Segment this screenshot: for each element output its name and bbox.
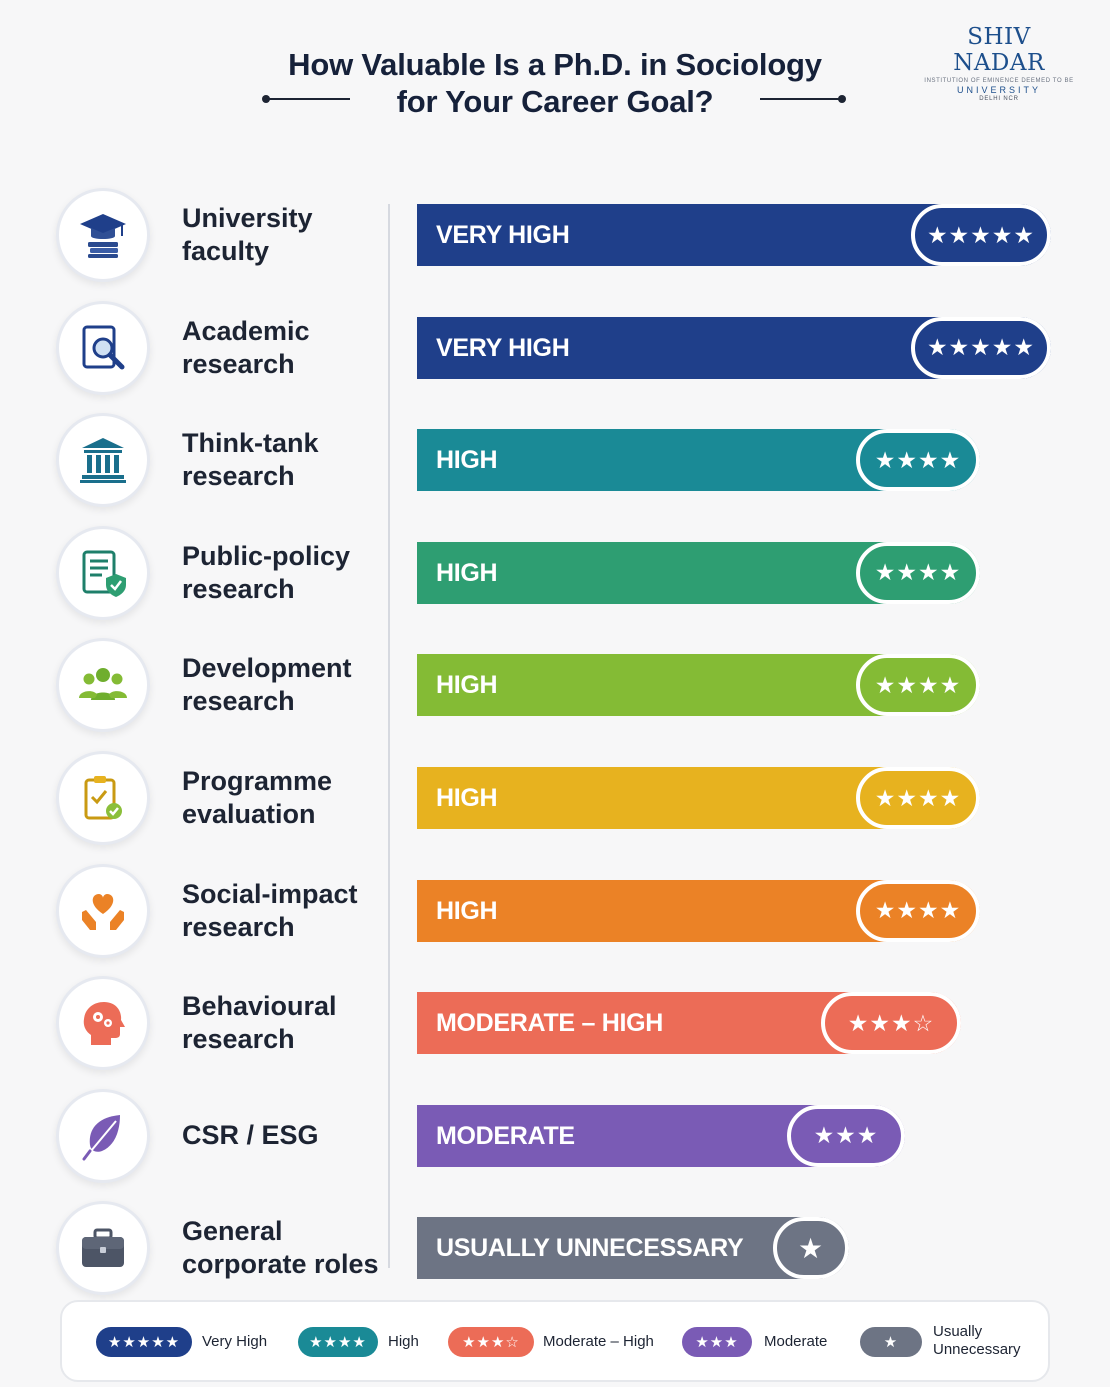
legend-label: Moderate – High bbox=[543, 1333, 654, 1350]
chart-row: University faculty VERY HIGH ★★★★★ bbox=[0, 188, 1110, 300]
chart-row: CSR / ESG MODERATE ★★★ bbox=[0, 1088, 1110, 1201]
legend-label: Very High bbox=[202, 1333, 268, 1350]
bar: VERY HIGH ★★★★★ bbox=[417, 204, 1051, 266]
bar: MODERATE – HIGH ★★★☆ bbox=[417, 992, 961, 1055]
category-label: Think-tank research bbox=[182, 428, 319, 492]
bar: USUALLY UNNECESSARY ★ bbox=[417, 1217, 849, 1280]
logo-location: DELHI NCR bbox=[979, 96, 1019, 102]
chart-row: Public-policy research HIGH ★★★★ bbox=[0, 525, 1110, 638]
logo-name: SHIV NADAR bbox=[953, 24, 1045, 76]
category-label: Public-policy research bbox=[182, 540, 351, 604]
bar: HIGH ★★★★ bbox=[417, 767, 980, 829]
rating-label: HIGH bbox=[436, 784, 498, 812]
legend-swatch: ★★★ bbox=[682, 1327, 752, 1357]
rating-label: VERY HIGH bbox=[436, 221, 570, 249]
category-label: CSR / ESG bbox=[182, 1119, 319, 1150]
star-rating-pill: ★★★★ bbox=[856, 541, 980, 604]
title-rule-dot-right bbox=[838, 95, 846, 103]
bar: HIGH ★★★★ bbox=[417, 541, 980, 604]
star-rating-pill: ★ bbox=[773, 1217, 849, 1280]
legend-label: Moderate bbox=[764, 1333, 828, 1350]
bar: HIGH ★★★★ bbox=[417, 654, 980, 717]
chart-row: Social-impact research HIGH ★★★★ bbox=[0, 863, 1110, 976]
graduation-cap-icon bbox=[56, 188, 150, 282]
star-rating-pill: ★★★★★ bbox=[911, 316, 1051, 379]
bar: HIGH ★★★★ bbox=[417, 429, 980, 492]
category-label: University faculty bbox=[182, 203, 313, 266]
rating-label: HIGH bbox=[436, 558, 498, 587]
legend-swatch: ★★★☆ bbox=[448, 1327, 534, 1357]
page-title-line1: How Valuable Is a Ph.D. in Sociology bbox=[288, 47, 822, 82]
legend-label: Usually Unnecessary bbox=[933, 1323, 1021, 1358]
chart-row: Think-tank research HIGH ★★★★ bbox=[0, 413, 1110, 525]
bar: VERY HIGH ★★★★★ bbox=[417, 316, 1051, 379]
rating-label: MODERATE – HIGH bbox=[436, 1009, 663, 1038]
policy-document-shield-icon bbox=[56, 525, 150, 620]
chart-divider bbox=[388, 204, 390, 1268]
category-label: Academic research bbox=[182, 315, 310, 379]
bar: HIGH ★★★★ bbox=[417, 879, 980, 942]
bar: MODERATE ★★★ bbox=[417, 1104, 905, 1167]
rating-label: HIGH bbox=[436, 896, 498, 925]
briefcase-icon bbox=[56, 1201, 150, 1296]
legend-swatch: ★★★★★ bbox=[96, 1327, 192, 1357]
rating-label: MODERATE bbox=[436, 1121, 575, 1150]
rating-label: HIGH bbox=[436, 671, 498, 700]
rating-label: HIGH bbox=[436, 446, 498, 475]
star-rating-pill: ★★★ bbox=[787, 1104, 905, 1167]
people-group-icon bbox=[56, 638, 150, 733]
legend-label: High bbox=[388, 1333, 419, 1350]
head-gears-icon bbox=[56, 976, 150, 1071]
title-rule-right bbox=[760, 98, 844, 100]
clipboard-check-icon bbox=[56, 751, 150, 845]
magnifier-document-icon bbox=[56, 300, 150, 395]
star-rating-pill: ★★★★ bbox=[856, 654, 980, 717]
institution-building-icon bbox=[56, 413, 150, 508]
legend-swatch: ★★★★ bbox=[298, 1327, 378, 1357]
university-logo: SHIV NADAR INSTITUTION OF EMINENCE DEEME… bbox=[918, 24, 1080, 102]
legend: ★★★★★ Very High ★★★★ High ★★★☆ Moderate – Hig… bbox=[60, 1300, 1050, 1382]
chart-row: General corporate roles USUALLY UNNECESSA… bbox=[0, 1201, 1110, 1313]
logo-university: UNIVERSITY bbox=[956, 85, 1041, 95]
chart-row: Academic research VERY HIGH ★★★★★ bbox=[0, 300, 1110, 413]
chart-row: Programme evaluation HIGH ★★★★ bbox=[0, 751, 1110, 863]
star-rating-pill: ★★★★ bbox=[856, 879, 980, 942]
star-rating-pill: ★★★★★ bbox=[911, 204, 1051, 266]
category-label: Social-impact research bbox=[182, 878, 358, 942]
category-label: Development research bbox=[182, 653, 352, 717]
page-title-line2: for Your Career Goal? bbox=[396, 84, 714, 119]
category-label: Behavioural research bbox=[182, 991, 337, 1055]
star-rating-pill: ★★★★ bbox=[856, 429, 980, 492]
leaf-icon bbox=[56, 1088, 150, 1183]
category-label: Programme evaluation bbox=[182, 766, 333, 829]
logo-subtitle: INSTITUTION OF EMINENCE DEEMED TO BE bbox=[924, 78, 1074, 84]
legend-swatch: ★ bbox=[860, 1327, 922, 1357]
star-rating-pill: ★★★☆ bbox=[821, 992, 961, 1055]
title-block: How Valuable Is a Ph.D. in Sociology for… bbox=[0, 46, 1110, 120]
star-rating-pill: ★★★★ bbox=[856, 767, 980, 829]
heart-hands-icon bbox=[56, 863, 150, 958]
chart-row: Behavioural research MODERATE – HIGH ★★★☆ bbox=[0, 976, 1110, 1088]
category-label: General corporate roles bbox=[182, 1216, 379, 1280]
rating-label: USUALLY UNNECESSARY bbox=[436, 1234, 744, 1263]
chart-row: Development research HIGH ★★★★ bbox=[0, 638, 1110, 750]
rating-label: VERY HIGH bbox=[436, 333, 570, 362]
title-rule-left bbox=[266, 98, 350, 100]
